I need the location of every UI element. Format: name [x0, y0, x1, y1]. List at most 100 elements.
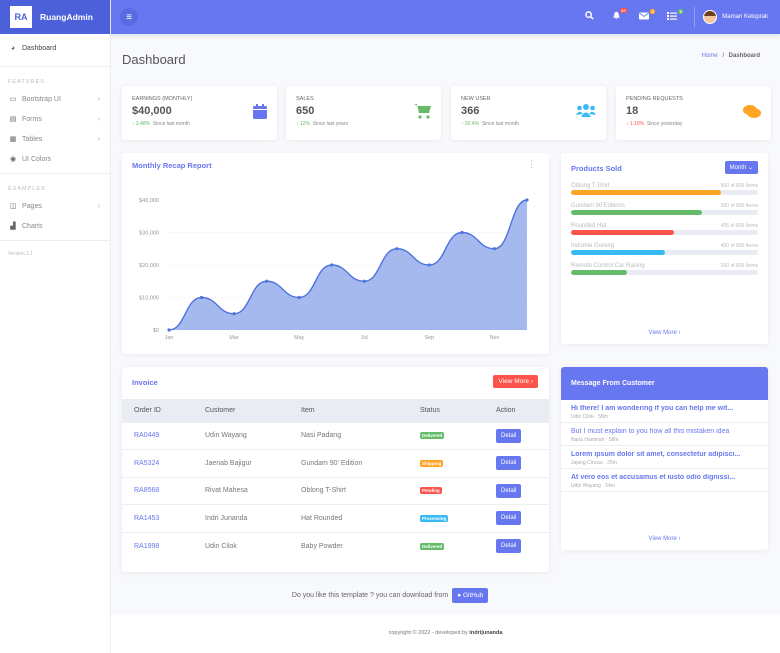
customer-cell: Jaenab Bajigur	[193, 449, 289, 477]
chevron-right-icon: ›	[97, 95, 100, 103]
sidebar-item-label: UI Colors	[22, 155, 52, 163]
sidebar-item-charts[interactable]: ▟ Charts	[0, 216, 110, 236]
user-name[interactable]: Maman Ketoprak	[722, 14, 768, 20]
column-header: Order ID	[122, 399, 193, 422]
envelope-icon[interactable]: 2	[639, 8, 656, 23]
brand-name: RuangAdmin	[40, 12, 93, 22]
stat-title: Pending Requests	[626, 96, 683, 102]
search-icon[interactable]	[585, 11, 594, 23]
message-item[interactable]: But I must explain to you how all this m…	[561, 423, 768, 446]
data-point	[395, 247, 399, 251]
user-avatar[interactable]	[703, 10, 718, 24]
y-tick-label: $30,000	[139, 231, 159, 237]
sidebar-heading-examples: EXAMPLES	[8, 186, 46, 192]
breadcrumb-separator: /	[722, 53, 724, 59]
card-title: Invoice	[132, 378, 158, 387]
arrow-up-icon: ↑	[132, 121, 135, 127]
message-item[interactable]: Lorem ipsum dolor sit amet, consectetur …	[561, 446, 768, 469]
message-text: Lorem ipsum dolor sit amet, consectetur …	[571, 451, 741, 458]
order-id-link[interactable]: RA1453	[122, 504, 193, 532]
item-cell: Oblong T-Shirt	[289, 476, 408, 505]
sidebar-item-label: Dashboard	[22, 44, 57, 52]
column-header: Item	[289, 399, 408, 422]
data-point	[525, 198, 529, 202]
breadcrumb-current: Dashboard	[728, 53, 760, 59]
data-point	[362, 279, 366, 283]
customer-cell: Indri Junanda	[193, 504, 289, 532]
status-badge: Shipping	[420, 459, 444, 467]
detail-button[interactable]: Detail	[496, 483, 522, 498]
detail-button[interactable]: Detail	[496, 456, 522, 471]
sidebar-item-label: Bootstrap UI	[22, 95, 61, 103]
period-dropdown[interactable]: Month ⌄	[724, 161, 758, 174]
product-count: 500 of 800 Items	[720, 203, 758, 209]
product-progress: Rounded Hat 455 of 800 Items	[571, 223, 758, 235]
sidebar-item-dashboard[interactable]: ◕ Dashboard	[0, 34, 110, 62]
y-tick-label: $10,000	[139, 296, 159, 302]
sidebar-item-ui-colors[interactable]: ◉ UI Colors	[0, 149, 110, 169]
table-row: RA1998 Udin Cilok Baby Powder Delivered …	[122, 531, 549, 560]
notification-badge: 3+	[619, 8, 628, 13]
columns-icon: ◫	[9, 203, 17, 210]
detail-button[interactable]: Detail	[496, 539, 522, 553]
github-label: GitHub	[462, 592, 484, 599]
stat-title: Sales	[296, 96, 314, 102]
product-progress: Gundam 90'Editions 500 of 800 Items	[571, 203, 758, 215]
sidebar-item-forms[interactable]: ▤ Forms ›	[0, 109, 110, 129]
author-link[interactable]: indrijunanda	[469, 630, 503, 636]
message-badge: 2	[650, 8, 656, 14]
order-id-link[interactable]: RA5324	[122, 449, 193, 477]
bell-icon[interactable]: 3+	[612, 8, 628, 23]
sidebar-item-pages[interactable]: ◫ Pages ›	[0, 196, 110, 216]
order-id-link[interactable]: RA1998	[122, 531, 193, 560]
message-text: Hi there! I am wondering if you can help…	[571, 405, 734, 412]
table-row: RA8568 Rivat Mahesa Oblong T-Shirt Pendi…	[122, 476, 549, 505]
message-meta: Udin Cilok · 58m	[571, 414, 608, 420]
invoice-table: Order ID Customer Item Status Action RA0449 …	[122, 399, 549, 560]
data-point	[199, 295, 204, 300]
stat-change: 1.10%	[629, 121, 645, 127]
status-badge: Delivered	[420, 432, 445, 440]
x-tick-label: Sep	[424, 335, 434, 341]
invoice-view-more-button[interactable]: View More ›	[493, 375, 538, 388]
order-id-link[interactable]: RA8568	[122, 476, 193, 505]
chart-icon: ▟	[10, 223, 16, 230]
products-sold-card: Products Sold Month ⌄ Oblong T-Shirt 800 …	[561, 153, 768, 344]
more-options-icon[interactable]: ⋮	[527, 159, 536, 169]
x-tick-label: Jan	[165, 335, 174, 341]
detail-button[interactable]: Detail	[496, 511, 522, 526]
stat-card-sales: Sales 650 ↑ 12% Since last years	[286, 86, 441, 140]
message-meta: Udin Wayang · 54m	[571, 483, 615, 489]
detail-button[interactable]: Detail	[496, 428, 522, 443]
comments-icon	[743, 104, 761, 124]
breadcrumb-home[interactable]: Home	[701, 53, 718, 59]
customer-cell: Rivat Mahesa	[193, 476, 289, 505]
product-name: Rounded Hat	[571, 223, 607, 229]
view-more-label: View More	[648, 536, 677, 542]
stat-title: Earnings (Monthly)	[132, 96, 193, 102]
order-id-link[interactable]: RA0449	[122, 421, 193, 450]
status-badge: Pending	[420, 487, 442, 495]
status-badge: Delivered	[420, 542, 445, 550]
chevron-right-icon: ›	[678, 536, 681, 542]
stat-value: $40,000	[132, 105, 172, 117]
products-view-more-link[interactable]: View More ›	[561, 330, 768, 336]
sidebar-item-tables[interactable]: ▦ Tables ›	[0, 129, 110, 149]
topbar: ≡ 3+ 2 3 Maman Ketoprak	[111, 0, 780, 34]
sidebar-item-bootstrap-ui[interactable]: ▭ Bootstrap UI ›	[0, 89, 110, 109]
message-item[interactable]: At vero eos et accusamus et iusto odio d…	[561, 469, 768, 492]
sidebar-toggle-button[interactable]: ≡	[120, 8, 138, 26]
users-icon	[576, 104, 596, 122]
github-button[interactable]: ● GitHub	[452, 588, 489, 603]
messages-view-more-link[interactable]: View More ›	[561, 536, 768, 542]
message-item[interactable]: Hi there! I am wondering if you can help…	[561, 400, 768, 423]
tachometer-icon: ◕	[10, 44, 16, 52]
data-point	[265, 279, 269, 283]
progress-bar	[571, 230, 758, 235]
y-tick-label: $40,000	[139, 198, 159, 204]
stat-value: 366	[461, 105, 480, 117]
brand[interactable]: RA RuangAdmin	[0, 0, 110, 34]
progress-bar	[571, 190, 758, 195]
column-header: Status	[408, 399, 484, 422]
tasks-icon[interactable]: 3	[667, 8, 684, 23]
